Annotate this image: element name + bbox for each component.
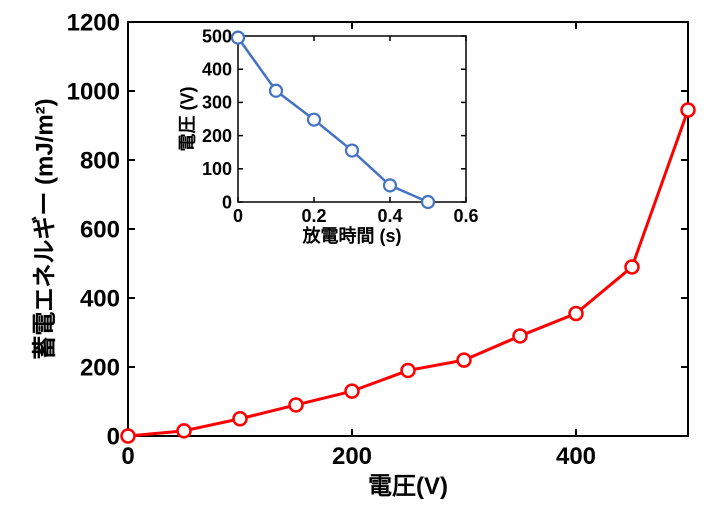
data-marker xyxy=(178,424,191,437)
y-tick-label: 400 xyxy=(202,60,232,80)
chart-svg: 0200400020040060080010001200電圧(V)蓄電エネルギー… xyxy=(0,0,721,526)
data-marker xyxy=(458,354,471,367)
data-marker xyxy=(270,85,282,97)
x-tick-label: 0.6 xyxy=(453,206,478,226)
y-tick-label: 100 xyxy=(202,159,232,179)
y-tick-label: 1000 xyxy=(67,78,120,105)
y-tick-label: 200 xyxy=(202,126,232,146)
data-marker xyxy=(570,307,583,320)
y-tick-label: 500 xyxy=(202,26,232,46)
data-marker xyxy=(308,114,320,126)
x-tick-label: 0 xyxy=(233,206,243,226)
inset-xlabel-svg: 放電時間 (s) xyxy=(302,225,402,246)
y-tick-label: 600 xyxy=(80,216,120,243)
x-tick-label: 0.4 xyxy=(377,206,402,226)
data-marker xyxy=(682,103,695,116)
y-tick-label: 1200 xyxy=(67,9,120,36)
chart-container: 0200400020040060080010001200電圧(V)蓄電エネルギー… xyxy=(0,0,721,526)
data-marker xyxy=(514,329,527,342)
data-marker xyxy=(232,32,244,44)
y-tick-label: 0 xyxy=(222,192,232,212)
main-xlabel-svg: 電圧(V) xyxy=(368,473,448,500)
y-tick-label: 200 xyxy=(80,354,120,381)
data-marker xyxy=(384,179,396,191)
main-ylabel-svg: 蓄電エネルギー (mJ/m²) xyxy=(31,98,58,359)
data-marker xyxy=(346,145,358,157)
data-marker xyxy=(422,196,434,208)
data-marker xyxy=(290,398,303,411)
x-tick-label: 0.2 xyxy=(301,206,326,226)
y-tick-label: 0 xyxy=(107,423,120,450)
data-marker xyxy=(346,385,359,398)
x-tick-label: 200 xyxy=(332,443,372,470)
y-tick-label: 400 xyxy=(80,285,120,312)
data-marker xyxy=(402,364,415,377)
data-marker xyxy=(122,430,135,443)
y-tick-label: 800 xyxy=(80,147,120,174)
data-marker xyxy=(234,412,247,425)
y-tick-label: 300 xyxy=(202,93,232,113)
x-tick-label: 400 xyxy=(556,443,596,470)
x-tick-label: 0 xyxy=(121,443,134,470)
data-marker xyxy=(626,260,639,273)
inset-ylabel-svg: 電圧 (V) xyxy=(178,86,198,151)
